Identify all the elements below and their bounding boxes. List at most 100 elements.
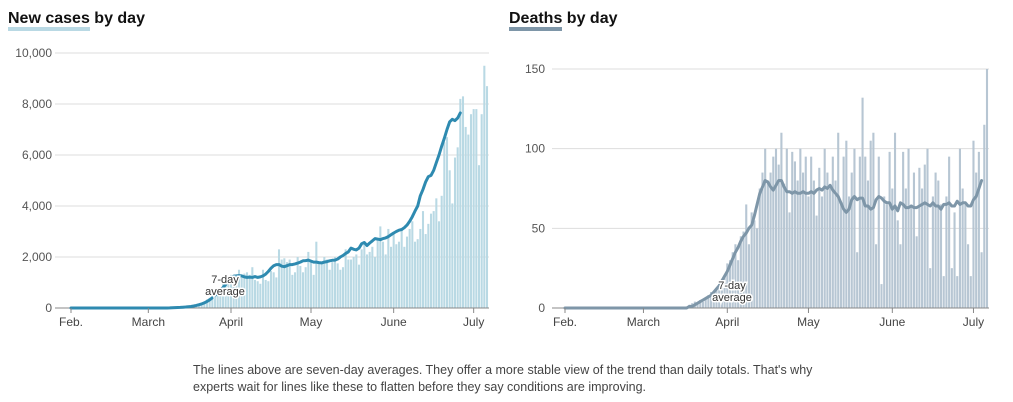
deaths-bar	[785, 148, 788, 308]
deaths-bar	[853, 148, 856, 308]
deaths-bar	[820, 196, 824, 308]
deaths-bar	[826, 172, 829, 308]
cases-xtick-label: June	[381, 315, 407, 329]
deaths-bar	[958, 148, 962, 308]
deaths-bar	[766, 180, 769, 308]
deaths-bar	[780, 132, 783, 308]
deaths-bar	[734, 244, 737, 308]
deaths-bar	[720, 279, 723, 308]
cases-bar	[456, 147, 459, 308]
cases-bar	[475, 109, 478, 308]
deaths-bar	[948, 156, 951, 308]
deaths-bar	[921, 188, 924, 308]
cases-bar	[277, 249, 281, 308]
cases-bar	[368, 251, 371, 308]
cases-bar	[267, 281, 270, 308]
cases-bar	[355, 254, 358, 308]
cases-bar	[280, 259, 283, 308]
cases-bar	[205, 299, 209, 308]
deaths-bar	[926, 148, 929, 308]
deaths-xtick-label: May	[797, 315, 820, 329]
cases-bar	[437, 221, 441, 308]
deaths-bar	[899, 244, 902, 308]
deaths-bar	[945, 196, 948, 308]
cases-bar	[251, 267, 254, 308]
deaths-bar	[883, 196, 886, 308]
deaths-xtick-label: June	[879, 315, 905, 329]
cases-bar	[381, 241, 385, 308]
deaths-bar	[745, 204, 748, 308]
deaths-ytick-label: 100	[525, 142, 545, 156]
cases-average-line	[69, 111, 462, 310]
cases-bar	[472, 109, 475, 308]
cases-bar	[253, 279, 257, 308]
deaths-xtick-label: April	[715, 315, 739, 329]
cases-bar	[320, 262, 323, 308]
cases-bar	[219, 287, 222, 308]
deaths-bar	[907, 148, 910, 308]
deaths-bar	[964, 204, 967, 308]
deaths-xtick-label: July	[963, 315, 984, 329]
deaths-bar	[904, 188, 907, 308]
deaths-bar	[788, 212, 791, 308]
deaths-bar	[969, 276, 972, 308]
deaths-bar	[888, 151, 891, 308]
cases-bar	[451, 203, 454, 308]
cases-bar	[424, 234, 427, 308]
cases-bar	[229, 274, 233, 308]
cases-bar	[208, 297, 211, 308]
deaths-bar	[942, 276, 945, 308]
cases-bar	[309, 262, 313, 308]
deaths-bar	[977, 151, 980, 308]
cases-title-rest: by day	[89, 10, 145, 27]
deaths-bar	[845, 140, 848, 308]
cases-bar	[464, 126, 467, 308]
cases-bar	[211, 295, 214, 308]
deaths-bar	[807, 196, 810, 308]
cases-ytick-label: 4,000	[22, 199, 52, 213]
cases-ytick-label: 10,000	[15, 46, 52, 60]
deaths-chart: 0 50 100 150 Feb. March April May June July 7-daya…	[525, 62, 989, 329]
deaths-title-keyword: Deaths	[509, 10, 563, 31]
cases-bar	[235, 279, 238, 308]
deaths-bar	[912, 172, 916, 308]
deaths-bar	[893, 132, 897, 308]
cases-bar	[301, 272, 305, 308]
deaths-bar	[891, 188, 894, 308]
deaths-bar	[796, 180, 799, 308]
deaths-bar	[850, 172, 853, 308]
cases-bar	[336, 263, 339, 308]
deaths-bar	[737, 260, 740, 308]
cases-bar	[213, 292, 217, 308]
cases-bar	[291, 274, 294, 308]
deaths-bar	[731, 252, 734, 308]
cases-bar	[293, 272, 297, 308]
cases-bar	[376, 239, 379, 308]
cases-xtick-label: April	[219, 315, 243, 329]
deaths-bar	[931, 196, 934, 308]
cases-bar	[421, 211, 425, 308]
cases-bar	[331, 262, 334, 308]
cases-bar	[453, 157, 457, 308]
deaths-bar	[910, 204, 913, 308]
deaths-bar	[804, 156, 807, 308]
cases-bar	[259, 283, 262, 308]
deaths-bar	[956, 276, 959, 308]
cases-bar	[459, 98, 462, 309]
cases-bar	[243, 273, 246, 308]
deaths-bar	[902, 151, 905, 308]
cases-bar	[203, 301, 206, 308]
deaths-bar	[823, 148, 826, 308]
deaths-bar	[710, 292, 713, 308]
cases-bar	[288, 259, 291, 308]
deaths-bar	[728, 260, 732, 308]
cases-bar	[411, 221, 414, 308]
deaths-chart-title: Deaths by day	[509, 10, 618, 31]
deaths-bar	[896, 220, 899, 308]
cases-ytick-label: 2,000	[22, 250, 52, 264]
cases-bar	[307, 251, 310, 308]
cases-bar	[328, 269, 331, 308]
cases-bar	[296, 257, 299, 308]
cases-bar	[445, 137, 449, 308]
deaths-bar	[699, 300, 702, 308]
